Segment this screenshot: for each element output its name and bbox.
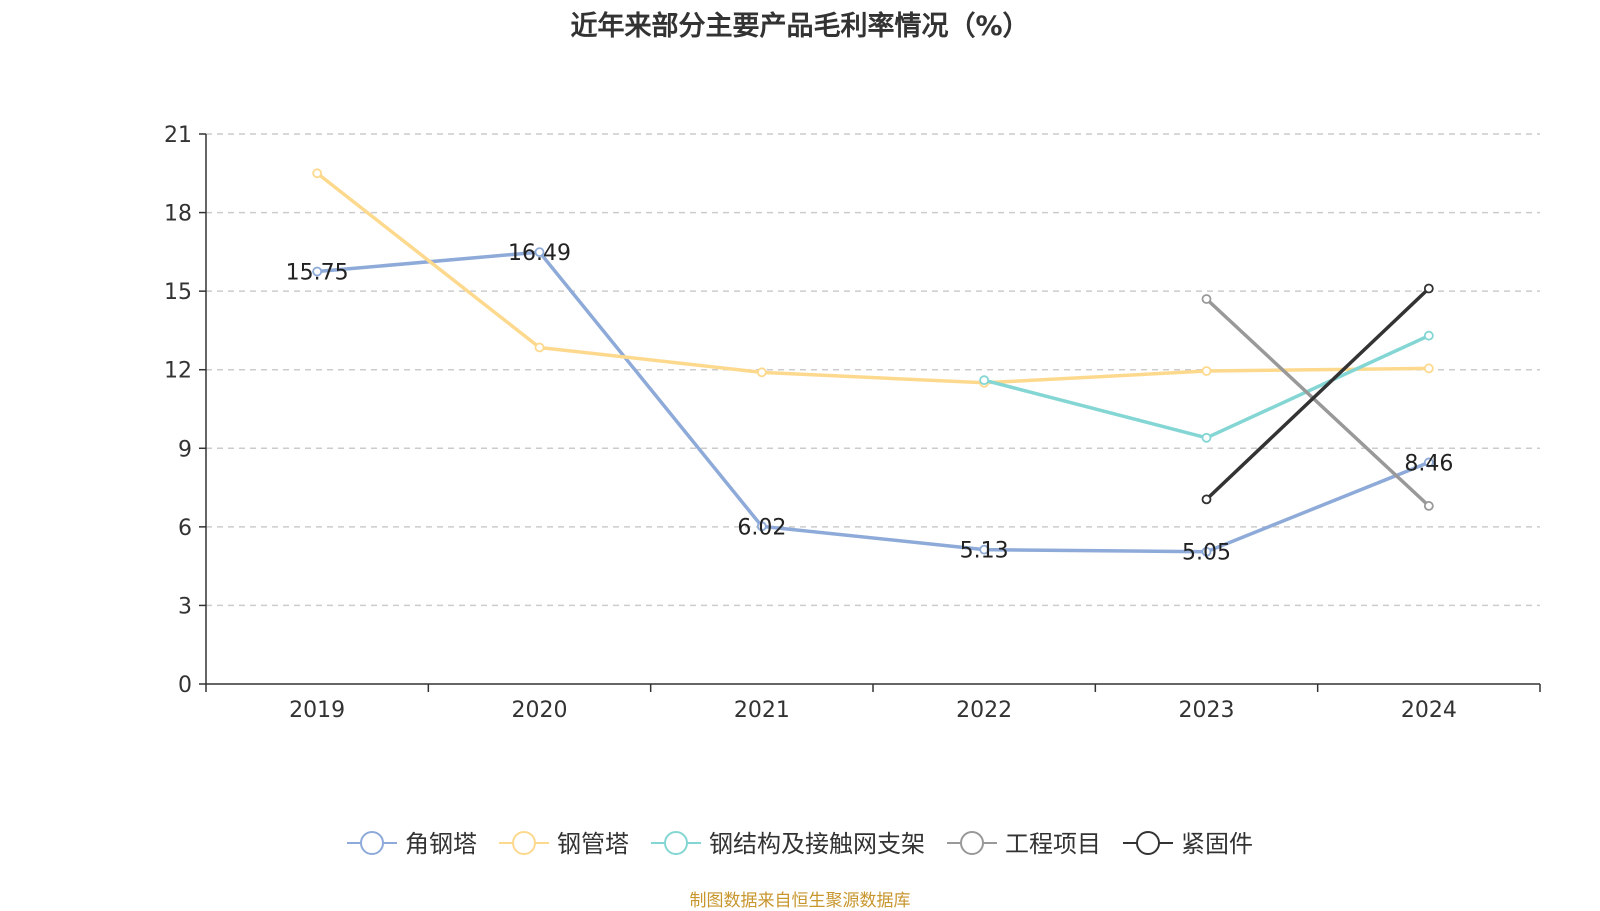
- axes: 0 3 6 9 12 15 18 21 2019 2020 2021 2022 2023 2024: [164, 123, 1541, 723]
- series-0: [312, 247, 1434, 557]
- data-point: [1201, 494, 1212, 505]
- data-point: [1423, 457, 1434, 468]
- data-label: 6.02: [737, 515, 786, 540]
- data-point: [1423, 283, 1434, 294]
- legend-label: 紧固件: [1181, 830, 1253, 858]
- y-tick-label: 9: [178, 437, 192, 462]
- x-tick-label: 2022: [956, 698, 1012, 723]
- data-point: [1201, 294, 1212, 304]
- legend-label: 工程项目: [1005, 830, 1101, 858]
- series-line: [1205, 297, 1431, 508]
- series-line: [1205, 287, 1431, 501]
- x-tick-label: 2021: [734, 698, 790, 723]
- series-3: [1201, 294, 1434, 511]
- source-note: 制图数据来自恒生聚源数据库: [689, 891, 911, 911]
- data-point: [756, 521, 767, 532]
- series-line: [317, 250, 1430, 554]
- series-line: [316, 171, 1429, 385]
- data-label: 15.75: [286, 261, 349, 286]
- y-tick-label: 12: [164, 359, 192, 384]
- data-point: [534, 247, 545, 258]
- data-point: [312, 168, 323, 179]
- y-tick-label: 3: [178, 594, 192, 619]
- data-point: [979, 375, 990, 386]
- legend-marker: [512, 831, 536, 855]
- legend: 角钢塔 钢管塔 钢结构及接触网支架 工程项目 紧固件: [347, 830, 1253, 858]
- data-label: 5.13: [960, 539, 1009, 564]
- y-tick-label: 21: [164, 123, 192, 148]
- data-point: [1201, 432, 1212, 443]
- legend-marker: [960, 831, 984, 855]
- data-label: 5.05: [1182, 541, 1231, 566]
- y-tick-label: 6: [178, 516, 192, 541]
- data-point: [979, 544, 990, 555]
- legend-label: 钢结构及接触网支架: [709, 830, 925, 858]
- data-labels: 15.75 16.49 6.02 5.13 5.05 8.46: [286, 241, 1454, 566]
- legend-label: 钢管塔: [557, 830, 629, 858]
- legend-marker: [360, 831, 384, 855]
- legend-item[interactable]: 钢结构及接触网支架: [651, 830, 925, 858]
- data-label: 8.46: [1404, 451, 1453, 476]
- legend-label: 角钢塔: [405, 830, 477, 858]
- chart-title: 近年来部分主要产品毛利率情况（%）: [570, 11, 1030, 42]
- legend-marker: [1136, 831, 1160, 855]
- data-point: [1423, 363, 1434, 374]
- legend-item[interactable]: 工程项目: [947, 830, 1101, 858]
- data-point: [1201, 366, 1212, 376]
- series-2: [979, 330, 1434, 443]
- x-tick-label: 2023: [1179, 698, 1235, 723]
- x-tick-label: 2020: [512, 698, 568, 723]
- data-point: [1423, 501, 1434, 511]
- data-label: 16.49: [508, 241, 571, 266]
- legend-marker: [664, 831, 688, 855]
- legend-item[interactable]: 角钢塔: [347, 830, 477, 858]
- x-tick-label: 2019: [289, 698, 345, 723]
- data-point: [1423, 330, 1434, 341]
- y-tick-label: 18: [164, 202, 192, 227]
- series-group: [312, 168, 1434, 557]
- legend-item[interactable]: 紧固件: [1123, 830, 1253, 858]
- series-4: [1201, 283, 1434, 505]
- legend-item[interactable]: 钢管塔: [499, 830, 629, 858]
- data-point: [534, 342, 545, 353]
- x-tick-label: 2024: [1401, 698, 1457, 723]
- data-point: [756, 367, 767, 378]
- data-point: [312, 266, 323, 277]
- data-point: [1201, 546, 1212, 557]
- y-tick-label: 0: [178, 673, 192, 698]
- y-tick-label: 15: [164, 280, 192, 305]
